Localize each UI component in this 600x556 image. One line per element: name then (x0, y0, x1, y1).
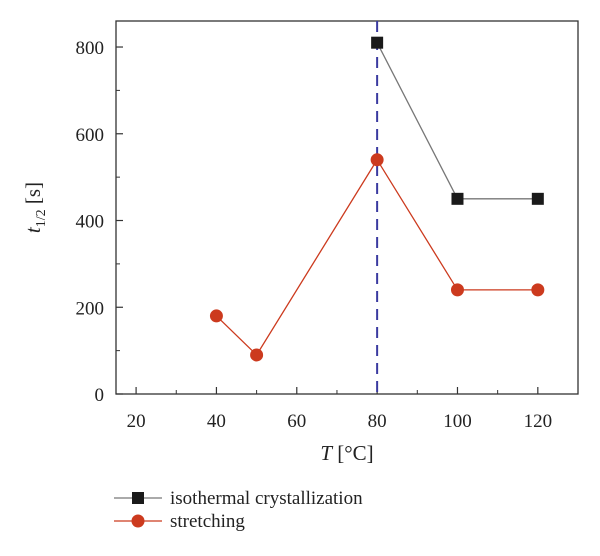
data-point-stretching (250, 348, 264, 362)
x-tick-label: 20 (127, 411, 146, 432)
data-point-isothermal-crystallization (531, 192, 544, 205)
legend-swatch-marker-stretching (131, 514, 145, 528)
x-tick-label: 60 (287, 411, 306, 432)
y-axis-label: t1/2 [s] (21, 182, 49, 233)
y-tick-label: 800 (76, 38, 105, 59)
x-tick-label: 100 (443, 411, 472, 432)
plot-axes: 20 40 60 80 100 120 0 200 400 600 800 T [°C] t1/2 [s… (21, 20, 579, 465)
y-tick-label: 400 (76, 212, 105, 233)
y-tick-label: 0 (95, 385, 105, 406)
data-point-isothermal-crystallization (451, 192, 464, 205)
x-axis-label: T [°C] (320, 441, 373, 465)
plot-marks (209, 21, 545, 394)
y-tick-label: 600 (76, 125, 105, 146)
x-tick-label: 120 (524, 411, 553, 432)
series-line-isothermal-crystallization (376, 42, 538, 200)
data-point-isothermal-crystallization (371, 36, 384, 49)
x-tick-label: 80 (368, 411, 387, 432)
data-point-stretching (370, 153, 384, 167)
plot-frame (115, 20, 579, 395)
data-point-stretching (450, 283, 464, 297)
x-tick-label: 40 (207, 411, 226, 432)
legend-swatch-marker-isothermal-crystallization (132, 492, 144, 504)
data-point-stretching (209, 309, 223, 323)
y-tick-label: 200 (76, 298, 105, 319)
legend-label-isothermal-crystallization: isothermal crystallization (170, 488, 363, 509)
legend-label-stretching: stretching (170, 511, 245, 532)
data-point-stretching (531, 283, 545, 297)
